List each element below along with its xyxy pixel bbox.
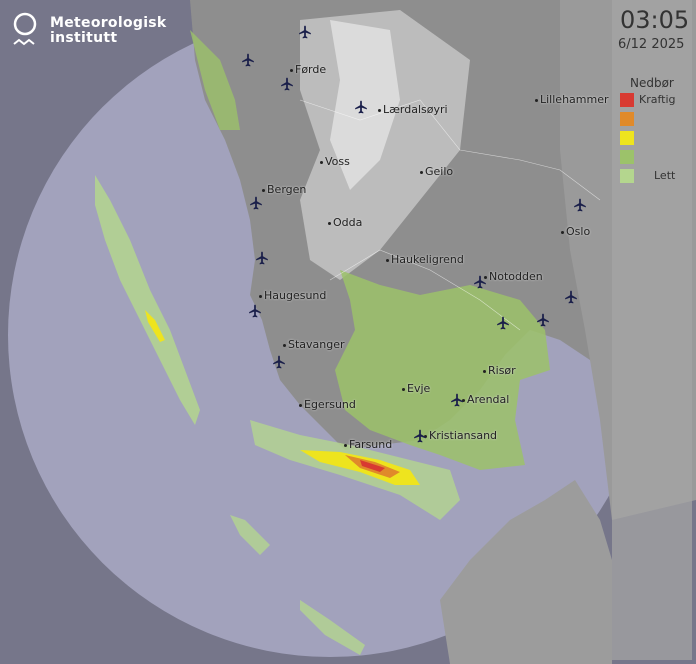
airplane-icon xyxy=(413,429,427,443)
city-label: Haukeligrend xyxy=(386,253,464,266)
city-label: Haugesund xyxy=(258,289,327,302)
city-label: Odda xyxy=(327,216,363,229)
radar-time: 03:05 xyxy=(620,6,690,34)
airplane-icon xyxy=(248,304,262,318)
logo-name-line1: Meteorologisk xyxy=(50,15,167,31)
city-label: Oslo xyxy=(560,225,591,238)
city-label: Voss xyxy=(320,155,350,168)
legend-swatch xyxy=(620,131,634,145)
city-label: Førde xyxy=(289,63,327,76)
airplane-icon xyxy=(280,77,294,91)
legend-swatch xyxy=(620,169,634,183)
airplane-icon xyxy=(255,251,269,265)
airplane-icon xyxy=(564,290,578,304)
legend-swatch xyxy=(620,112,634,126)
legend-label: Kraftig xyxy=(639,93,676,106)
city-label: Risør xyxy=(483,364,516,377)
airplane-icon xyxy=(536,313,550,327)
met-logo-icon xyxy=(13,12,37,46)
city-label: Egersund xyxy=(299,398,356,411)
city-label: Farsund xyxy=(343,438,393,451)
legend-label: Lett xyxy=(654,169,676,182)
city-label: Notodden xyxy=(484,270,543,283)
city-label: Bergen xyxy=(261,183,307,196)
city-label: Evje xyxy=(401,382,431,395)
city-label: Stavanger xyxy=(283,338,345,351)
legend-swatch xyxy=(620,150,634,164)
mountains-snow xyxy=(330,20,400,190)
info-panel: 03:05 6/12 2025 Nedbør Kraftig Lett xyxy=(612,0,692,660)
city-label: Kristiansand xyxy=(423,429,498,442)
airplane-icon xyxy=(496,316,510,330)
precipitation xyxy=(95,30,550,655)
airplane-icon xyxy=(354,100,368,114)
legend-title: Nedbør xyxy=(630,76,674,90)
airplane-icon xyxy=(573,198,587,212)
logo-name-line2: institutt xyxy=(50,30,118,46)
borders xyxy=(299,99,601,331)
city-label: Lærdalsøyri xyxy=(378,103,448,116)
city-label: Arendal xyxy=(461,393,510,406)
airplane-icon xyxy=(241,53,255,67)
city-label: Geilo xyxy=(419,165,454,178)
airplane-icon xyxy=(450,393,464,407)
airplane-icon xyxy=(473,275,487,289)
airplane-icon xyxy=(298,25,312,39)
legend-swatch xyxy=(620,93,634,107)
met-logo: Meteorologisk institutt xyxy=(12,12,167,50)
land-denmark xyxy=(440,480,612,664)
airplane-icon xyxy=(249,196,263,210)
airplane-icon xyxy=(272,355,286,369)
city-label: Lillehammer xyxy=(535,93,609,106)
radar-date: 6/12 2025 xyxy=(618,37,685,52)
